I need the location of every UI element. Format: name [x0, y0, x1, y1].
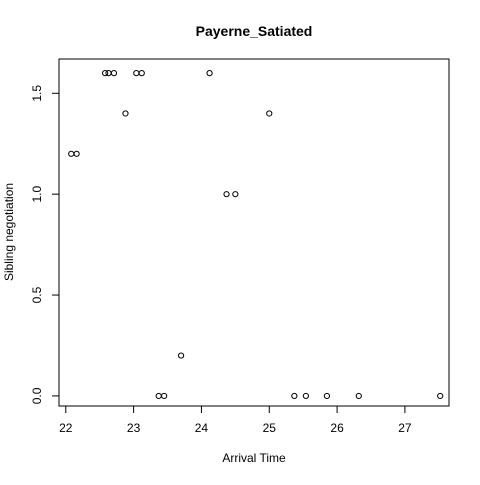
data-point	[206, 70, 213, 77]
data-point	[138, 70, 145, 77]
data-point	[73, 150, 80, 157]
x-tick-label: 25	[263, 421, 277, 435]
data-point	[68, 150, 75, 157]
x-tick-label: 27	[398, 421, 412, 435]
data-points	[68, 70, 444, 400]
y-tick-label: 1.5	[30, 85, 44, 102]
data-point	[122, 110, 129, 117]
x-axis-label: Arrival Time	[222, 451, 286, 465]
data-point	[323, 392, 331, 400]
data-point	[161, 392, 168, 400]
y-axis-label: Sibling negotiation	[2, 183, 16, 281]
x-tick-label: 23	[127, 421, 141, 435]
data-point	[232, 191, 239, 198]
data-point	[437, 392, 444, 400]
data-point	[355, 392, 362, 400]
data-point	[155, 392, 162, 400]
data-point	[105, 70, 112, 77]
x-tick-label: 22	[59, 421, 73, 435]
y-axis: 0.0 0.5 1.0 1.5	[30, 85, 60, 404]
data-point	[291, 392, 298, 400]
y-tick-label: 1.0	[30, 186, 44, 203]
data-point	[266, 110, 273, 117]
data-point	[133, 70, 140, 77]
y-tick-label: 0.5	[30, 286, 44, 303]
x-axis: 22 23 24 25 26 27	[59, 405, 412, 435]
y-tick-label: 0.0	[30, 387, 44, 404]
data-point	[102, 70, 109, 77]
x-tick-label: 24	[195, 421, 209, 435]
data-point	[177, 352, 185, 359]
data-point	[110, 70, 118, 77]
plot-frame	[58, 58, 450, 407]
data-point	[223, 191, 230, 198]
data-point	[302, 392, 309, 400]
chart-title: Payerne_Satiated	[196, 23, 313, 39]
x-tick-label: 26	[330, 421, 344, 435]
